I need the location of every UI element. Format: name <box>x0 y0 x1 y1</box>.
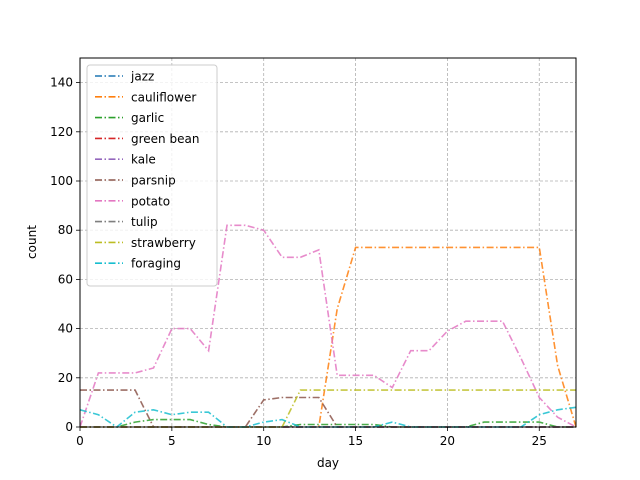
y-tick-label: 40 <box>58 322 73 336</box>
legend-label: garlic <box>131 111 164 125</box>
legend-box <box>86 64 218 287</box>
y-tick-label: 140 <box>50 76 73 90</box>
y-axis-label: count <box>25 225 39 259</box>
y-tick-label: 120 <box>50 125 73 139</box>
legend-label: jazz <box>130 70 154 84</box>
y-tick-label: 20 <box>58 371 73 385</box>
series-line-potato <box>79 224 577 428</box>
legend-label: green bean <box>131 132 199 146</box>
x-axis-label: day <box>317 456 339 470</box>
legend-label: strawberry <box>131 236 196 250</box>
x-tick-label: 20 <box>440 434 455 448</box>
x-tick-label: 0 <box>76 434 84 448</box>
legend-label: cauliflower <box>131 90 196 104</box>
legend-label: parsnip <box>131 174 176 188</box>
x-tick-label: 10 <box>256 434 271 448</box>
legend-label: potato <box>131 194 170 208</box>
plot-frame <box>79 57 577 428</box>
legend-label: tulip <box>131 215 158 229</box>
y-tick-label: 100 <box>50 174 73 188</box>
x-tick-label: 5 <box>168 434 176 448</box>
legend: jazz cauliflower garlic green bean kale parsn… <box>86 64 218 287</box>
axis-ticks: 0 5 10 15 20 25 0 20 40 60 80 100 120 140 <box>50 76 547 448</box>
y-tick-label: 60 <box>58 272 73 286</box>
legend-label: kale <box>131 153 156 167</box>
legend-label: foraging <box>131 257 181 271</box>
series-line-garlic <box>80 418 576 428</box>
y-tick-label: 80 <box>58 223 73 237</box>
y-tick-label: 0 <box>65 420 73 434</box>
x-tick-label: 25 <box>532 434 547 448</box>
x-tick-label: 15 <box>348 434 363 448</box>
series-line-parsnip <box>80 389 576 428</box>
